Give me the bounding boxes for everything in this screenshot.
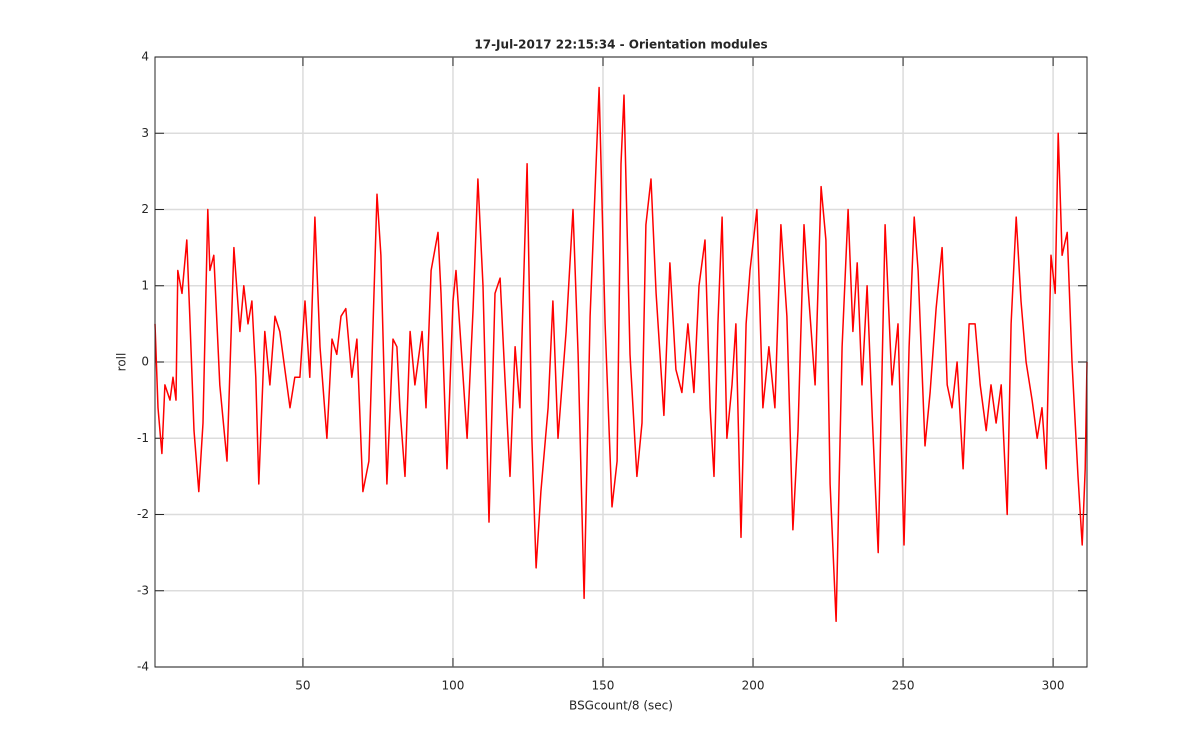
y-tick-label: 4: [141, 50, 149, 64]
data-line: [154, 86, 1088, 623]
chart-title: 17-Jul-2017 22:15:34 - Orientation modul…: [474, 38, 767, 52]
x-tick-label: 50: [295, 679, 310, 693]
y-tick-label: -4: [137, 660, 149, 674]
y-tick-label: -1: [137, 431, 149, 445]
y-tick-label: 1: [141, 278, 149, 292]
x-axis-label: BSGcount/8 (sec): [569, 699, 673, 713]
x-tick-label: 250: [892, 679, 915, 693]
y-axis-label: roll: [115, 353, 129, 372]
y-tick-label: -2: [137, 507, 149, 521]
x-tick-label: 300: [1042, 679, 1065, 693]
x-tick-label: 150: [592, 679, 615, 693]
y-tick-label: 0: [141, 355, 149, 369]
y-tick-label: 2: [141, 202, 149, 216]
y-tick-label: -3: [137, 583, 149, 597]
x-tick-label: 100: [442, 679, 465, 693]
axes-box: [154, 56, 1088, 668]
x-tick-label: 200: [742, 679, 765, 693]
y-tick-label: 3: [141, 126, 149, 140]
